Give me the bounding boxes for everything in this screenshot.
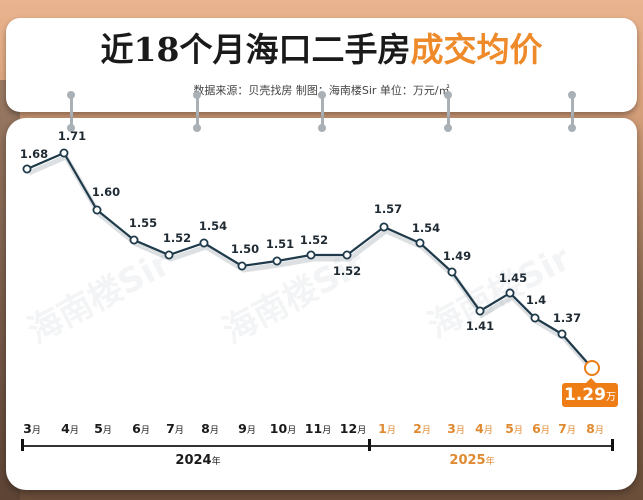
x-tick-label: 5月	[505, 421, 523, 436]
x-tick-label: 3月	[23, 421, 41, 436]
data-point	[475, 306, 485, 316]
connector-dot-4	[444, 91, 452, 99]
connector-dot-5	[568, 91, 576, 99]
data-point	[237, 261, 247, 271]
connector-stub-5	[571, 118, 574, 128]
data-point	[530, 313, 540, 323]
axis-tick-year-split	[368, 439, 371, 451]
x-tick-label: 11月	[304, 421, 332, 436]
connector-2	[196, 95, 199, 129]
connector-1	[70, 95, 73, 129]
data-label: 1.41	[466, 319, 494, 333]
chart-title: 近18个月海口二手房成交均价	[6, 30, 637, 70]
data-label: 1.57	[374, 202, 402, 216]
x-tick-label: 6月	[532, 421, 550, 436]
data-label: 1.55	[129, 216, 157, 230]
data-point	[199, 238, 209, 248]
x-tick-label: 1月	[378, 421, 396, 436]
data-label: 1.4	[526, 293, 546, 307]
title-highlight: 成交均价	[410, 30, 543, 69]
data-label: 1.54	[199, 219, 227, 233]
data-point	[59, 148, 69, 158]
connector-stub-dot-3	[318, 124, 326, 132]
latest-value-unit: 万	[605, 392, 616, 403]
connector-stub-dot-5	[568, 124, 576, 132]
data-point	[379, 222, 389, 232]
data-label: 1.37	[553, 311, 581, 325]
data-point	[22, 164, 32, 174]
data-label: 1.50	[231, 242, 259, 256]
data-label: 1.68	[20, 147, 48, 161]
connector-3	[321, 95, 324, 129]
year-label-2024: 2024年	[175, 453, 221, 468]
connector-stub-1	[70, 118, 73, 128]
connector-stub-2	[196, 118, 199, 128]
connector-dot-2	[193, 91, 201, 99]
x-tick-label: 12月	[339, 421, 367, 436]
x-tick-label: 4月	[61, 421, 79, 436]
axis-tick-end	[611, 439, 614, 451]
x-tick-label: 3月	[447, 421, 465, 436]
x-tick-label: 6月	[132, 421, 150, 436]
x-tick-label: 2月	[413, 421, 431, 436]
data-point	[557, 329, 567, 339]
data-label: 1.54	[412, 221, 440, 235]
x-axis-line	[21, 445, 613, 447]
data-label: 1.71	[58, 129, 86, 143]
latest-value-badge: 1.29万	[562, 378, 618, 407]
data-point	[584, 360, 600, 376]
data-point	[505, 288, 515, 298]
x-tick-label: 10月	[269, 421, 297, 436]
data-label: 1.60	[92, 185, 120, 199]
x-tick-label: 7月	[558, 421, 576, 436]
data-point	[129, 235, 139, 245]
connector-stub-3	[321, 118, 324, 128]
connector-dot-3	[318, 91, 326, 99]
data-label: 1.52	[333, 264, 361, 278]
connector-4	[447, 95, 450, 129]
title-main: 近18个月海口二手房	[100, 30, 411, 69]
x-tick-label: 8月	[201, 421, 219, 436]
data-point	[272, 256, 282, 266]
year-label-2025: 2025年	[449, 453, 495, 468]
x-tick-label: 4月	[475, 421, 493, 436]
data-label: 1.49	[443, 249, 471, 263]
axis-tick-start	[21, 439, 24, 451]
x-tick-label: 9月	[238, 421, 256, 436]
connector-stub-4	[447, 118, 450, 128]
connector-stub-dot-2	[193, 124, 201, 132]
data-point	[164, 250, 174, 260]
data-point	[415, 238, 425, 248]
chart-subtitle: 数据来源：贝壳找房 制图：海南楼Sir 单位：万元/㎡	[193, 84, 450, 97]
chart-card	[6, 118, 637, 490]
data-point	[447, 267, 457, 277]
data-label: 1.52	[163, 231, 191, 245]
connector-stub-dot-1	[67, 124, 75, 132]
x-tick-label: 5月	[94, 421, 112, 436]
latest-value: 1.29	[564, 385, 606, 405]
data-point	[342, 250, 352, 260]
connector-stub-dot-4	[444, 124, 452, 132]
data-label: 1.52	[300, 233, 328, 247]
connector-dot-1	[67, 91, 75, 99]
connector-5	[571, 95, 574, 129]
title-card: 近18个月海口二手房成交均价 数据来源：贝壳找房 制图：海南楼Sir 单位：万元…	[6, 18, 637, 112]
price-line	[26, 151, 593, 369]
x-tick-label: 7月	[166, 421, 184, 436]
data-label: 1.45	[499, 271, 527, 285]
data-label: 1.51	[266, 237, 294, 251]
x-tick-label: 8月	[586, 421, 604, 436]
data-point	[92, 205, 102, 215]
data-point	[306, 250, 316, 260]
